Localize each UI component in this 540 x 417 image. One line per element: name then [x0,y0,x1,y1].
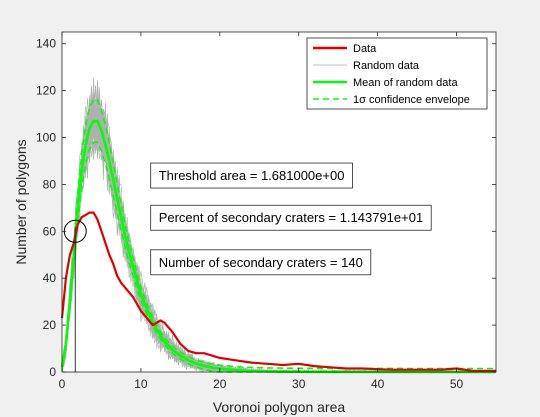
annotation-text: Number of secondary craters = 140 [159,255,363,270]
legend-label: Random data [353,60,420,72]
x-tick-label: 10 [134,377,148,391]
x-axis-ticks: 0 10 20 30 40 50 [59,32,464,391]
x-tick-label: 50 [450,377,464,391]
y-tick-label: 60 [43,224,57,238]
x-tick-label: 20 [213,377,227,391]
annotation-box: Percent of secondary craters = 1.143791e… [150,204,432,231]
annotation-frame [150,204,432,231]
annotation-frame [150,162,353,189]
legend-label: 1σ confidence envelope [353,94,470,106]
y-tick-label: 0 [49,365,56,379]
data-line [60,211,496,372]
data-line-group [60,211,496,372]
y-tick-label: 140 [36,37,56,51]
y-tick-label: 20 [43,318,57,332]
x-tick-label: 0 [59,377,66,391]
x-axis-label: Voronoi polygon area [213,399,346,415]
annotation-box: Threshold area = 1.681000e+00 [150,162,353,189]
y-tick-label: 80 [43,177,57,191]
y-axis-label: Number of polygons [13,139,29,264]
y-tick-label: 120 [36,84,56,98]
legend: Data Random data Mean of random data 1σ con… [306,37,488,110]
y-tick-label: 100 [36,131,56,145]
annotation-text: Threshold area = 1.681000e+00 [159,168,345,183]
annotation-text: Percent of secondary craters = 1.143791e… [159,210,424,225]
annotations: Threshold area = 1.681000e+00 Percent of … [150,162,432,276]
y-tick-label: 40 [43,271,57,285]
annotation-box: Number of secondary craters = 140 [150,249,372,276]
legend-label: Data [353,43,377,55]
axes-box [61,31,497,373]
legend-label: Mean of random data [353,77,458,89]
x-tick-label: 30 [292,377,306,391]
annotation-frame [150,249,372,276]
legend-box [306,37,488,110]
x-tick-label: 40 [371,377,385,391]
y-axis-ticks: 0 20 40 60 80 100 120 140 [36,37,496,379]
envelope-upper-line [61,99,496,370]
